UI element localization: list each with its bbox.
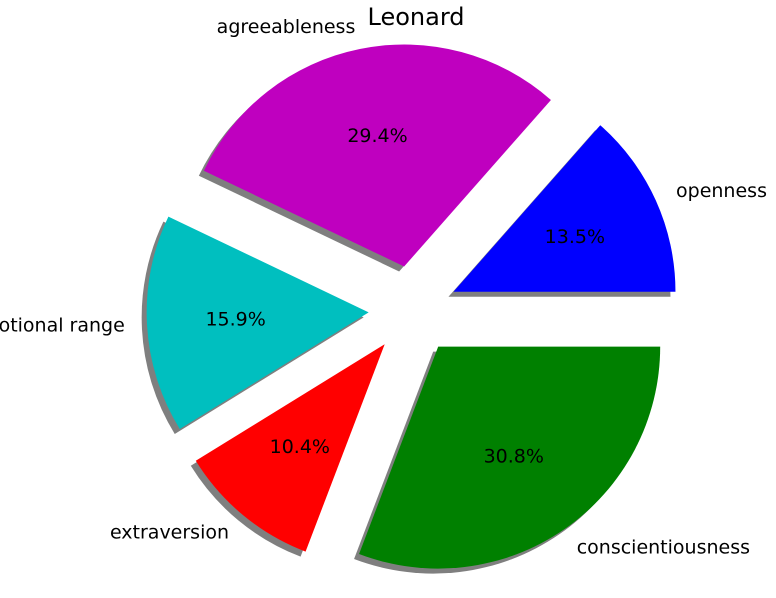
chart-title: Leonard bbox=[368, 3, 465, 31]
pct-label-emotional-range: 15.9% bbox=[205, 308, 265, 330]
pct-label-openness: 13.5% bbox=[545, 226, 605, 248]
slice-label-conscientiousness: conscientiousness bbox=[577, 537, 750, 559]
pct-label-conscientiousness: 30.8% bbox=[484, 445, 544, 467]
pct-label-agreeableness: 29.4% bbox=[347, 125, 407, 147]
pie-slice-conscientiousness bbox=[359, 346, 661, 569]
pie-slice-agreeableness bbox=[203, 44, 551, 267]
label-layer: openness 13.5% agreeableness 29.4% emotional… bbox=[0, 16, 767, 558]
slice-label-emotional-range: emotional range bbox=[0, 314, 125, 336]
slice-label-agreeableness: agreeableness bbox=[217, 16, 356, 38]
slice-label-extraversion: extraversion bbox=[110, 521, 229, 543]
pie-slice-emotional-range bbox=[146, 216, 369, 429]
pct-label-extraversion: 10.4% bbox=[270, 436, 330, 458]
slice-label-openness: openness bbox=[676, 180, 767, 202]
slice-layer bbox=[146, 44, 676, 569]
pie-slice-openness bbox=[453, 125, 676, 292]
pie-slice-extraversion bbox=[195, 344, 385, 552]
